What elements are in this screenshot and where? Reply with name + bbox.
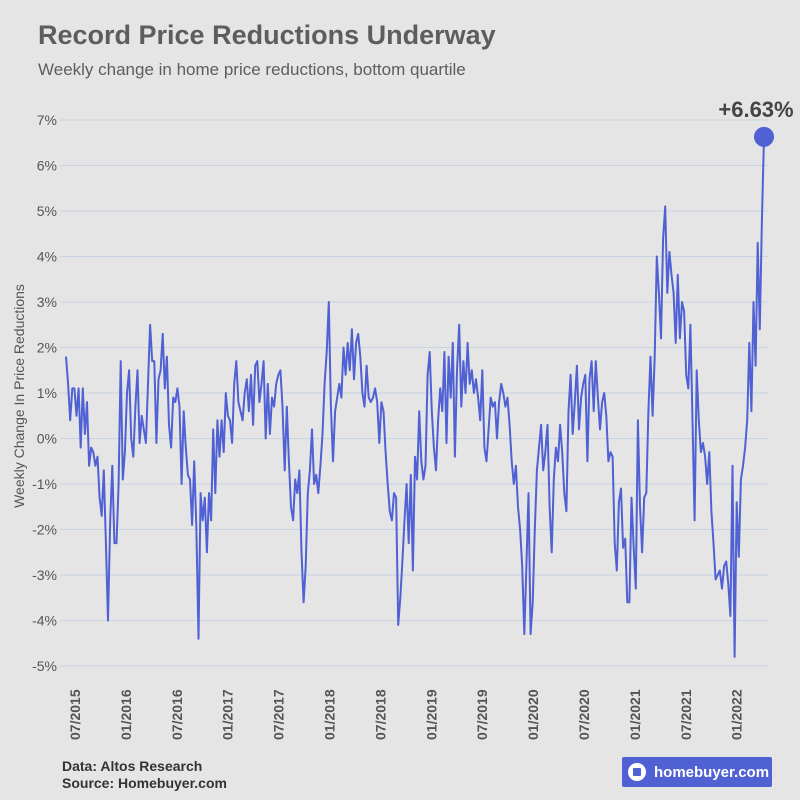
y-tick-label: 2%: [37, 340, 57, 356]
x-tick-label: 07/2015: [67, 689, 83, 740]
homebuyer-logo[interactable]: homebuyer.com: [622, 757, 772, 787]
callout-label: +6.63%: [718, 97, 793, 122]
x-tick-label: 01/2018: [322, 689, 338, 740]
y-tick-label: 7%: [37, 112, 57, 128]
y-tick-label: -4%: [32, 613, 57, 629]
y-tick-label: 1%: [37, 385, 57, 401]
y-tick-label: 0%: [37, 431, 57, 447]
footer-credits: Data: Altos Research Source: Homebuyer.c…: [62, 758, 227, 792]
y-axis-ticks: 7% 6% 5% 4% 3% 2% 1% 0% -1% -2% -3% -4% -5%: [32, 112, 57, 674]
x-tick-label: 07/2019: [474, 689, 490, 740]
x-tick-label: 01/2019: [423, 689, 439, 740]
y-tick-label: -5%: [32, 658, 57, 674]
x-tick-label: 01/2022: [729, 689, 745, 740]
x-tick-label: 01/2016: [118, 689, 134, 740]
x-tick-label: 01/2020: [525, 689, 541, 740]
y-tick-label: 5%: [37, 203, 57, 219]
y-tick-label: -1%: [32, 476, 57, 492]
x-tick-label: 07/2021: [678, 689, 694, 740]
y-tick-label: 4%: [37, 249, 57, 265]
x-tick-label: 07/2018: [372, 689, 388, 740]
y-tick-label: 6%: [37, 158, 57, 174]
y-tick-label: 3%: [37, 294, 57, 310]
x-axis-ticks: 07/2015 01/2016 07/2016 01/2017 07/2017 01/20…: [67, 689, 745, 740]
chart-title: Record Price Reductions Underway: [38, 20, 496, 50]
logo-text: homebuyer.com: [654, 763, 770, 781]
gridlines: [60, 119, 768, 667]
data-credit: Data: Altos Research: [62, 758, 203, 774]
x-tick-label: 07/2020: [576, 689, 592, 740]
x-tick-label: 01/2017: [220, 689, 236, 740]
house-icon: [628, 763, 646, 781]
y-axis-label: Weekly Change In Price Reductions: [11, 284, 27, 508]
y-tick-label: -3%: [32, 567, 57, 583]
end-point-marker: [754, 126, 774, 147]
x-tick-label: 07/2016: [169, 689, 185, 740]
series-line: [65, 136, 765, 658]
y-tick-label: -2%: [32, 522, 57, 538]
source-credit: Source: Homebuyer.com: [62, 775, 227, 791]
chart-subtitle: Weekly change in home price reductions, …: [38, 60, 466, 79]
x-tick-label: 01/2021: [627, 689, 643, 740]
x-tick-label: 07/2017: [271, 689, 287, 740]
